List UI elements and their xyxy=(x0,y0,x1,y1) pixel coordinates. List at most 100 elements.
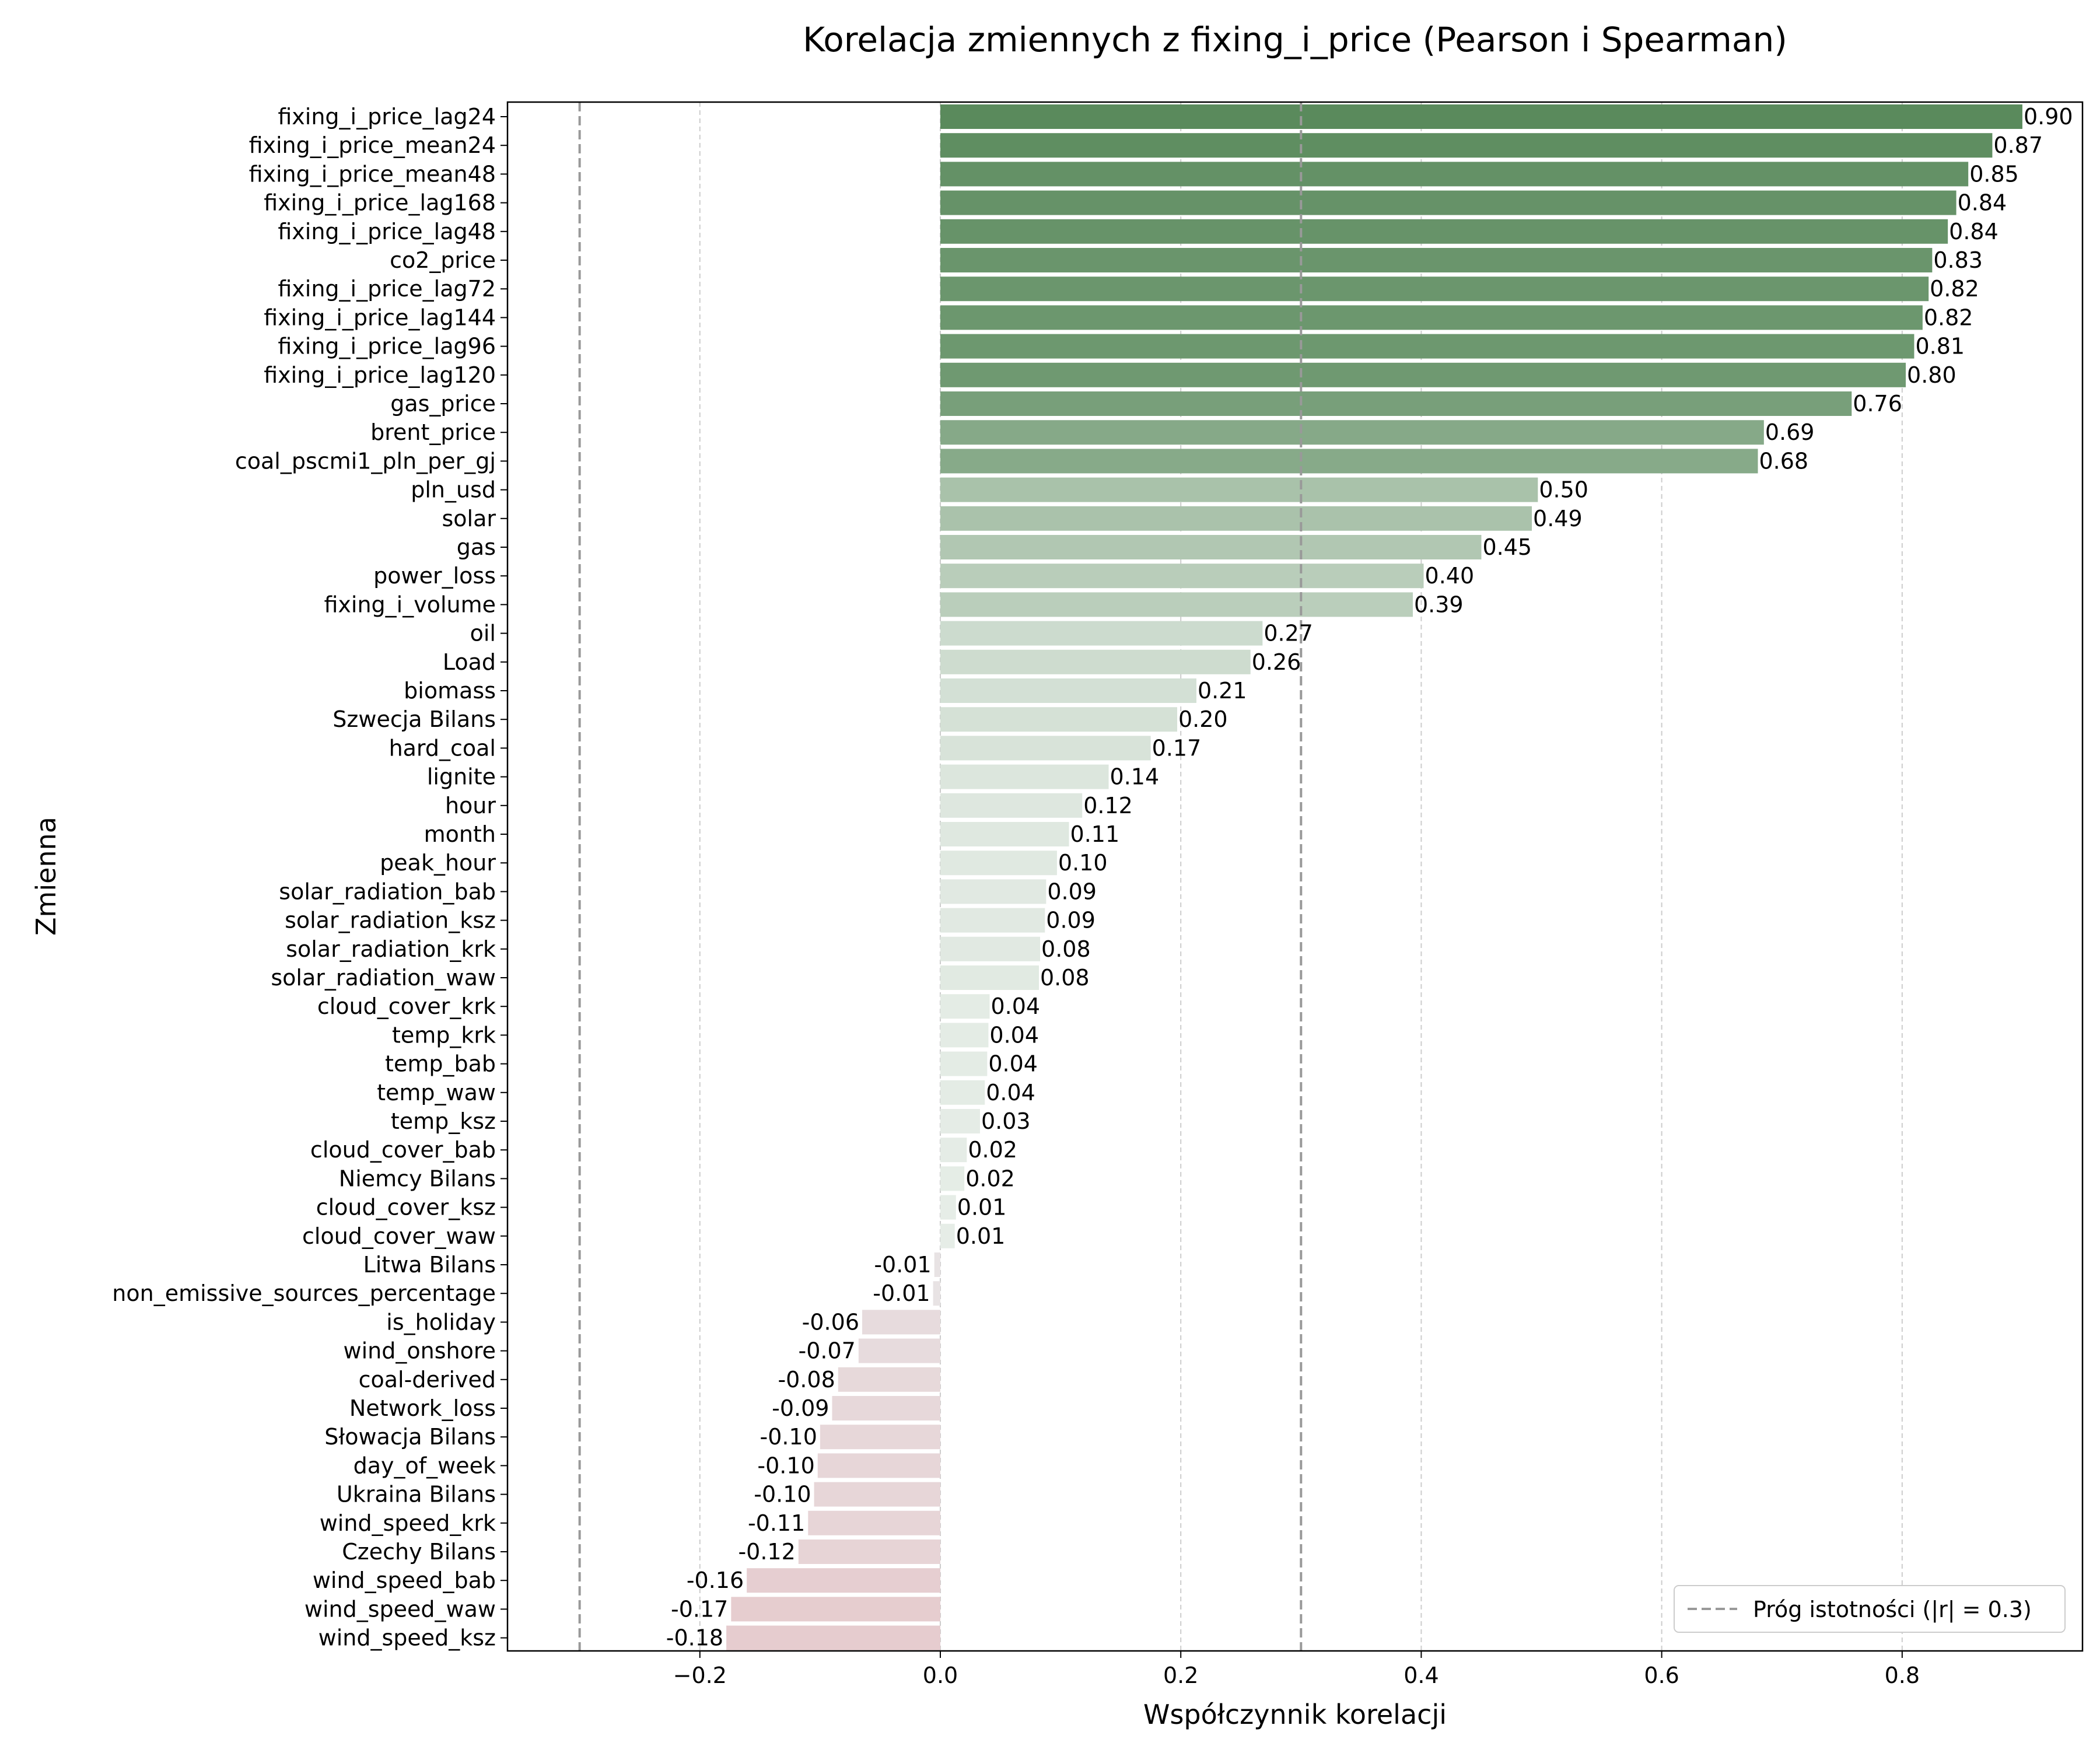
x-axis-label: Współczynnik korelacji xyxy=(1143,1699,1447,1730)
bar xyxy=(940,104,2022,129)
data-label: 0.68 xyxy=(1759,448,1809,474)
bar xyxy=(940,908,1045,933)
data-label: 0.04 xyxy=(988,1051,1038,1077)
category-label: temp_ksz xyxy=(391,1108,496,1134)
bar xyxy=(862,1310,940,1335)
bar xyxy=(820,1425,940,1450)
data-label: 0.21 xyxy=(1198,678,1247,704)
category-label: hour xyxy=(445,793,496,818)
bar xyxy=(940,449,1758,474)
bar xyxy=(940,133,1993,158)
category-label: solar xyxy=(442,506,496,531)
bar xyxy=(940,564,1424,589)
data-label: 0.40 xyxy=(1425,563,1475,589)
data-label: 0.04 xyxy=(991,993,1040,1019)
data-label: 0.09 xyxy=(1046,908,1096,933)
data-label: 0.20 xyxy=(1178,706,1228,732)
category-label: temp_bab xyxy=(385,1051,496,1077)
data-label: -0.18 xyxy=(666,1625,723,1651)
category-label: Network_loss xyxy=(349,1395,496,1421)
bar xyxy=(940,965,1039,990)
data-label: 0.84 xyxy=(1958,190,2007,216)
category-label: solar_radiation_bab xyxy=(279,879,496,904)
category-label: day_of_week xyxy=(354,1453,496,1478)
bar xyxy=(731,1597,940,1622)
bar xyxy=(940,305,1923,330)
category-label: power_loss xyxy=(373,563,496,589)
bar xyxy=(940,592,1413,617)
data-label: -0.09 xyxy=(772,1395,829,1421)
category-label: coal-derived xyxy=(359,1367,496,1392)
bar xyxy=(940,1138,967,1163)
category-label: cloud_cover_bab xyxy=(310,1137,496,1163)
category-label: fixing_i_price_mean48 xyxy=(249,161,496,187)
category-label: gas_price xyxy=(390,391,496,417)
bar xyxy=(940,1051,988,1076)
category-label: Szwecja Bilans xyxy=(332,706,496,732)
category-label: Niemcy Bilans xyxy=(339,1166,496,1191)
x-tick-label: 0.4 xyxy=(1404,1663,1438,1688)
bar xyxy=(940,277,1929,302)
data-label: 0.08 xyxy=(1041,936,1091,962)
data-label: 0.82 xyxy=(1930,276,1979,302)
data-label: 0.81 xyxy=(1915,334,1965,359)
category-label: non_emissive_sources_percentage xyxy=(112,1280,496,1306)
data-label: 0.49 xyxy=(1533,506,1583,531)
bar xyxy=(940,477,1538,502)
bar xyxy=(940,190,1957,215)
bar xyxy=(940,420,1764,445)
data-label: -0.17 xyxy=(671,1596,728,1622)
data-label: -0.10 xyxy=(754,1482,811,1507)
category-label: month xyxy=(424,821,496,847)
category-label: cloud_cover_krk xyxy=(317,993,496,1019)
category-label: pln_usd xyxy=(411,477,496,503)
data-label: 0.69 xyxy=(1765,419,1815,445)
bar xyxy=(940,678,1196,703)
data-label: 0.82 xyxy=(1924,305,1973,330)
data-label: -0.01 xyxy=(874,1252,931,1278)
category-label: solar_radiation_krk xyxy=(286,936,496,962)
data-label: 0.10 xyxy=(1058,850,1108,876)
bar xyxy=(940,994,990,1019)
bar xyxy=(940,793,1083,818)
bar xyxy=(940,1023,989,1048)
bar xyxy=(940,736,1151,761)
data-label: 0.12 xyxy=(1083,793,1133,818)
data-label: 0.04 xyxy=(989,1022,1039,1048)
bar xyxy=(940,764,1109,789)
category-label: oil xyxy=(470,621,496,646)
bar xyxy=(940,649,1251,674)
bar xyxy=(940,1080,985,1105)
data-label: -0.01 xyxy=(873,1280,930,1306)
category-label: fixing_i_price_mean24 xyxy=(249,132,496,158)
x-tick-label: −0.2 xyxy=(673,1663,727,1688)
category-label: solar_radiation_waw xyxy=(271,965,496,991)
data-label: -0.16 xyxy=(687,1567,744,1593)
chart-title: Korelacja zmiennych z fixing_i_price (Pe… xyxy=(803,20,1787,60)
threshold-lines xyxy=(578,102,1303,1651)
x-axis-ticks: −0.2 0.0 0.2 0.4 0.6 0.8 xyxy=(673,1651,1920,1688)
category-label: Ukraina Bilans xyxy=(337,1482,496,1507)
bar xyxy=(940,936,1041,961)
category-label: temp_krk xyxy=(392,1022,496,1048)
data-label: 0.11 xyxy=(1070,821,1120,847)
data-label: -0.10 xyxy=(757,1453,814,1478)
category-label: fixing_i_price_lag96 xyxy=(278,334,496,359)
data-label: 0.09 xyxy=(1047,879,1097,904)
category-label: fixing_i_price_lag48 xyxy=(278,219,496,244)
x-tick-label: 0.2 xyxy=(1163,1663,1198,1688)
category-label: fixing_i_price_lag168 xyxy=(264,190,496,216)
data-label: 0.39 xyxy=(1414,592,1464,617)
data-label: 0.84 xyxy=(1949,219,1999,244)
y-axis-label: Zmienna xyxy=(30,817,62,936)
bar xyxy=(940,879,1046,904)
data-label: -0.07 xyxy=(799,1338,856,1364)
data-label: 0.50 xyxy=(1539,477,1588,503)
category-label: is_holiday xyxy=(386,1309,496,1335)
category-label: wind_speed_waw xyxy=(304,1596,496,1622)
data-label: 0.45 xyxy=(1482,534,1532,560)
data-label: -0.11 xyxy=(748,1510,805,1536)
category-label: gas xyxy=(457,534,496,560)
legend: Próg istotności (|r| = 0.3) xyxy=(1674,1585,2066,1633)
